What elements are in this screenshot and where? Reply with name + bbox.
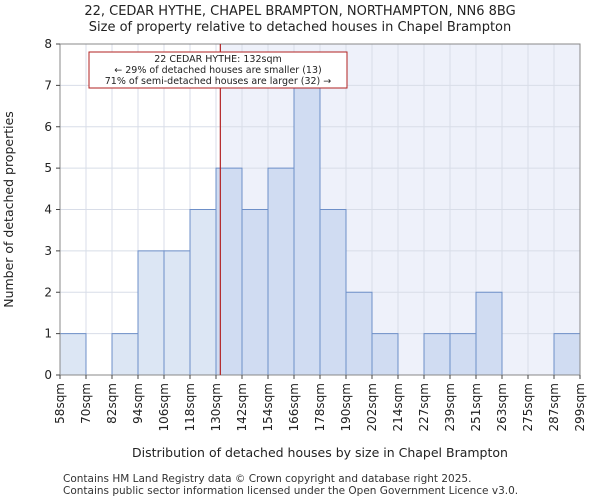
bar-106sqm <box>163 250 191 376</box>
y-tick-label-3: 3 <box>44 244 52 258</box>
annotation-line-2: ← 29% of detached houses are smaller (13… <box>114 65 321 76</box>
x-tick-label-20: 299sqm <box>573 383 587 431</box>
bar-251sqm <box>475 291 503 376</box>
bar-239sqm <box>449 333 477 376</box>
footer-copyright: Contains HM Land Registry data © Crown c… <box>63 473 472 485</box>
bar-178sqm <box>319 209 347 376</box>
footer-licence: Contains public sector information licen… <box>63 485 519 497</box>
x-tick-label-16: 251sqm <box>469 383 483 431</box>
y-tick-label-1: 1 <box>44 327 52 341</box>
y-tick-label-4: 4 <box>44 203 52 217</box>
bar-58sqm <box>59 333 87 376</box>
x-tick-label-6: 130sqm <box>209 383 223 431</box>
x-tick-label-14: 227sqm <box>417 383 431 431</box>
x-tick-label-0: 58sqm <box>53 383 67 424</box>
bar-287sqm <box>553 333 581 376</box>
x-axis-label: Distribution of detached houses by size … <box>132 445 508 460</box>
y-tick-label-8: 8 <box>44 37 52 51</box>
y-tick-label-7: 7 <box>44 78 52 92</box>
x-tick-label-12: 202sqm <box>365 383 379 431</box>
x-tick-label-3: 94sqm <box>131 383 145 424</box>
bar-154sqm <box>267 167 295 376</box>
bar-82sqm <box>111 333 139 376</box>
y-axis-label: Number of detached properties <box>1 111 16 308</box>
annotation-line-3: 71% of semi-detached houses are larger (… <box>105 76 332 87</box>
y-tick-label-2: 2 <box>44 285 52 299</box>
bar-202sqm <box>371 333 399 376</box>
bar-166sqm <box>293 84 321 376</box>
x-tick-label-11: 190sqm <box>339 383 353 431</box>
x-tick-label-8: 154sqm <box>261 383 275 431</box>
x-tick-label-18: 275sqm <box>521 383 535 431</box>
bar-227sqm <box>423 333 451 376</box>
bar-118sqm <box>189 209 217 376</box>
x-tick-label-4: 106sqm <box>157 383 171 431</box>
x-tick-label-2: 82sqm <box>105 383 119 424</box>
x-tick-label-1: 70sqm <box>79 383 93 424</box>
x-tick-label-15: 239sqm <box>443 383 457 431</box>
x-tick-label-5: 118sqm <box>183 383 197 431</box>
y-tick-label-0: 0 <box>44 368 52 382</box>
chart-subtitle: Size of property relative to detached ho… <box>88 20 512 35</box>
bar-142sqm <box>241 209 269 376</box>
annotation-line-1: 22 CEDAR HYTHE: 132sqm <box>154 54 282 65</box>
x-tick-label-19: 287sqm <box>547 383 561 431</box>
x-tick-label-10: 178sqm <box>313 383 327 431</box>
x-tick-label-7: 142sqm <box>235 383 249 431</box>
bar-190sqm <box>345 291 373 376</box>
x-tick-label-17: 263sqm <box>495 383 509 431</box>
x-tick-label-9: 166sqm <box>287 383 301 431</box>
chart-title: 22, CEDAR HYTHE, CHAPEL BRAMPTON, NORTHA… <box>84 4 516 19</box>
bar-94sqm <box>137 250 165 376</box>
y-tick-label-6: 6 <box>44 120 52 134</box>
annotation-box <box>88 51 348 89</box>
x-tick-label-13: 214sqm <box>391 383 405 431</box>
y-tick-label-5: 5 <box>44 161 52 175</box>
